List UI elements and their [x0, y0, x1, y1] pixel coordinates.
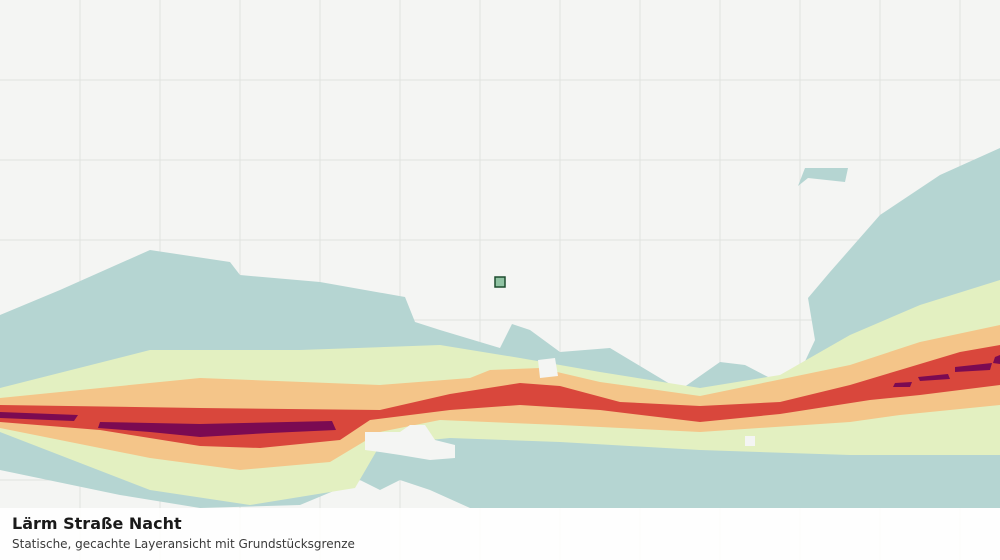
noise-band-very-high: [98, 421, 336, 437]
teal-patch: [798, 168, 848, 186]
layer-subtitle: Statische, gecachte Layeransicht mit Gru…: [12, 537, 355, 551]
parcel-boundary[interactable]: [494, 276, 506, 288]
noise-bands: [0, 148, 1000, 508]
layer-title: Lärm Straße Nacht: [12, 514, 182, 533]
noise-band-very-high: [0, 412, 78, 421]
holes: [365, 358, 755, 460]
caption-panel: [0, 508, 1000, 560]
noise-band-high: [0, 345, 1000, 448]
noise-band-very-high: [893, 355, 1000, 387]
